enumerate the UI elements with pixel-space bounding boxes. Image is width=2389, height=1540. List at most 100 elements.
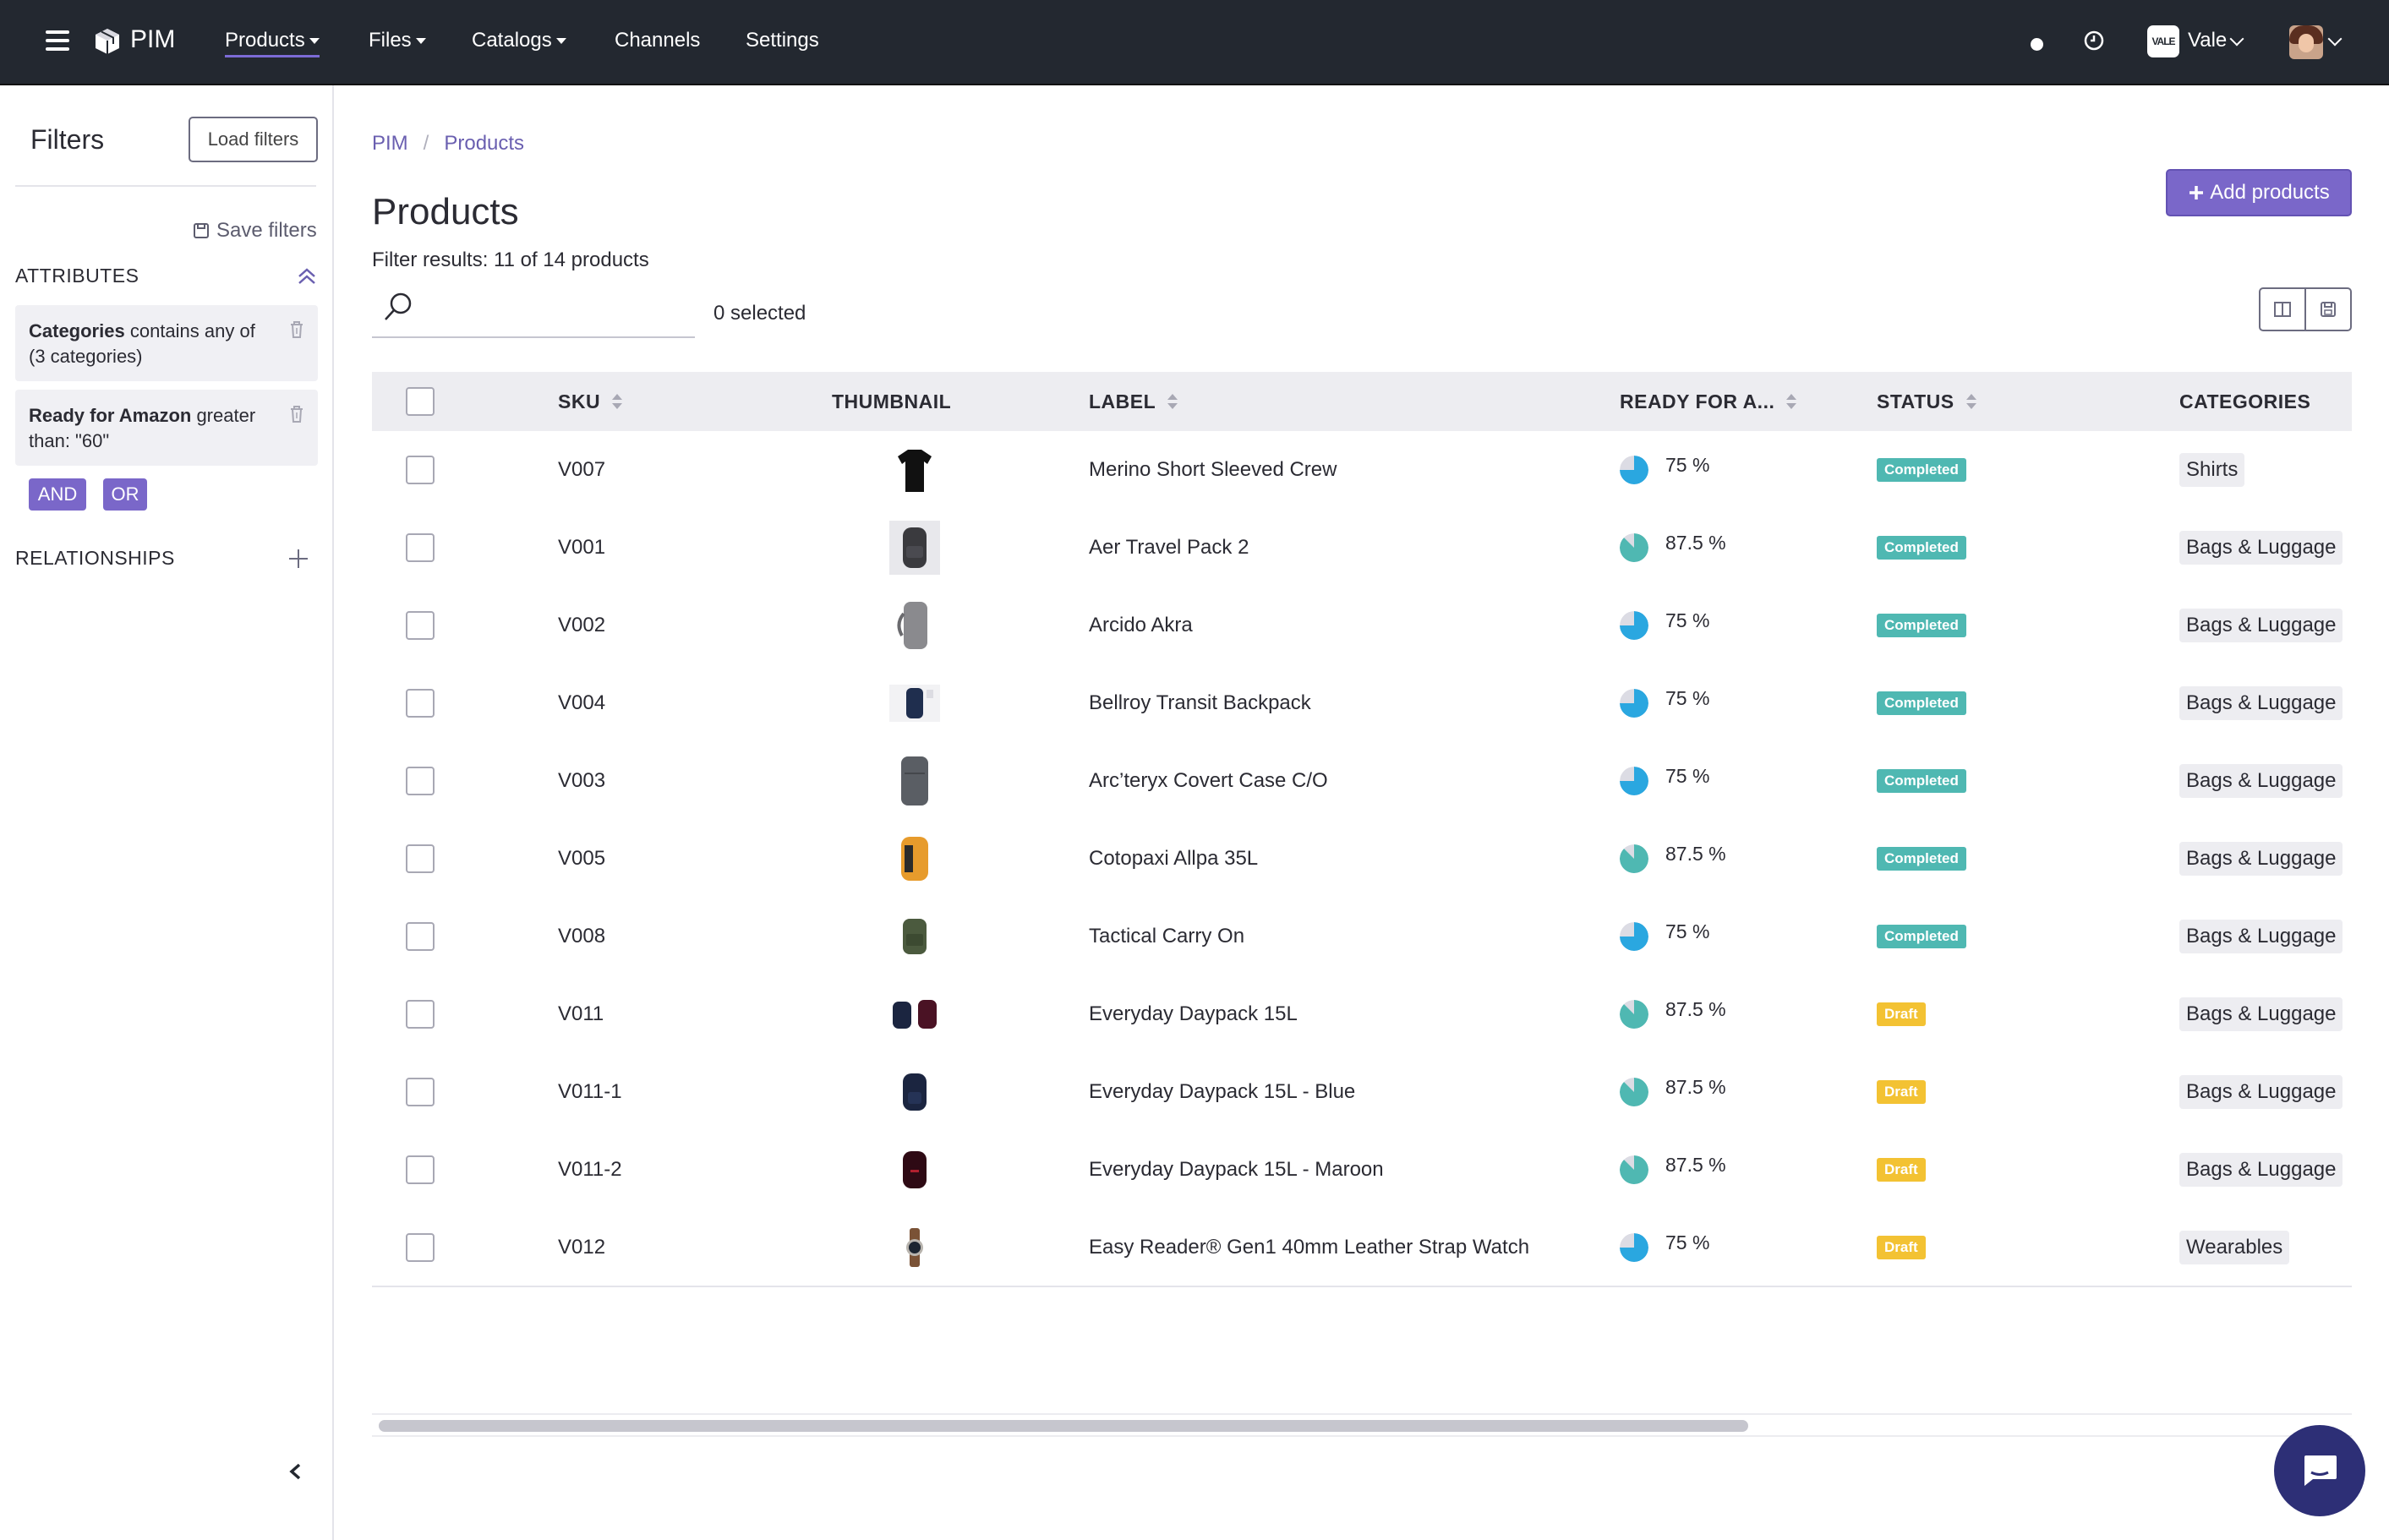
label-cell[interactable]: Everyday Daypack 15L: [1089, 1002, 1298, 1025]
product-thumbnail[interactable]: [889, 443, 940, 497]
row-checkbox[interactable]: [406, 456, 435, 484]
table-row[interactable]: V001 Aer Travel Pack 2 87.5 % Completed Bags…: [372, 509, 2352, 587]
product-thumbnail[interactable]: [889, 832, 940, 886]
category-tag[interactable]: Bags & Luggage: [2179, 920, 2343, 953]
nav-products[interactable]: Products: [225, 29, 320, 57]
nav-catalogs[interactable]: Catalogs: [472, 29, 566, 52]
sku-cell[interactable]: V003: [558, 769, 606, 792]
category-tag[interactable]: Bags & Luggage: [2179, 609, 2343, 642]
scrollbar-thumb[interactable]: [379, 1420, 1748, 1432]
sort-icon[interactable]: [1965, 393, 1976, 410]
load-filters-button[interactable]: Load filters: [189, 117, 318, 162]
double-chevron-up-icon[interactable]: [296, 265, 318, 287]
menu-icon[interactable]: [46, 30, 69, 51]
table-row[interactable]: V002 Arcido Akra 75 % Completed Bags & Lugga…: [372, 587, 2352, 664]
thumbnail-cell[interactable]: [889, 587, 940, 664]
horizontal-scrollbar[interactable]: [372, 1413, 2352, 1437]
table-row[interactable]: V011-2 Everyday Daypack 15L - Maroon 87.5 …: [372, 1131, 2352, 1209]
product-thumbnail[interactable]: [889, 1221, 940, 1275]
table-row[interactable]: V007 Merino Short Sleeved Crew 75 % Complet…: [372, 431, 2352, 509]
product-thumbnail[interactable]: [889, 676, 940, 730]
thumbnail-cell[interactable]: [889, 431, 940, 509]
nav-files[interactable]: Files: [369, 29, 426, 52]
category-tag[interactable]: Bags & Luggage: [2179, 997, 2343, 1031]
sort-icon[interactable]: [1786, 393, 1797, 410]
category-tag[interactable]: Bags & Luggage: [2179, 1153, 2343, 1187]
app-name[interactable]: PIM: [130, 25, 176, 53]
row-checkbox[interactable]: [406, 767, 435, 795]
plus-icon[interactable]: [287, 548, 309, 570]
filter-categories[interactable]: Categories contains any of (3 categories…: [15, 305, 318, 381]
category-tag[interactable]: Bags & Luggage: [2179, 1075, 2343, 1109]
sku-cell[interactable]: V011-1: [558, 1080, 622, 1103]
product-thumbnail[interactable]: [889, 598, 940, 653]
search-input[interactable]: [372, 287, 695, 338]
label-cell[interactable]: Bellroy Transit Backpack: [1089, 691, 1311, 714]
label-cell[interactable]: Easy Reader® Gen1 40mm Leather Strap Wat…: [1089, 1236, 1530, 1259]
thumbnail-cell[interactable]: [889, 898, 940, 975]
product-thumbnail[interactable]: [889, 1143, 940, 1197]
product-thumbnail[interactable]: [889, 754, 940, 808]
category-tag[interactable]: Shirts: [2179, 453, 2245, 487]
save-view-button[interactable]: [2306, 289, 2350, 330]
chevron-down-icon[interactable]: [2229, 31, 2244, 46]
sort-icon[interactable]: [1167, 393, 1178, 410]
product-thumbnail[interactable]: [889, 1065, 940, 1119]
label-cell[interactable]: Arc’teryx Covert Case C/O: [1089, 769, 1328, 792]
product-thumbnail[interactable]: [889, 909, 940, 964]
row-checkbox[interactable]: [406, 689, 435, 718]
thumbnail-cell[interactable]: [889, 1209, 940, 1286]
sku-cell[interactable]: V011-2: [558, 1158, 622, 1181]
row-checkbox[interactable]: [406, 1078, 435, 1106]
row-checkbox[interactable]: [406, 1155, 435, 1184]
product-thumbnail[interactable]: [889, 987, 940, 1041]
table-row[interactable]: V008 Tactical Carry On 75 % Completed Bags &…: [372, 898, 2352, 975]
label-cell[interactable]: Merino Short Sleeved Crew: [1089, 458, 1337, 481]
label-cell[interactable]: Aer Travel Pack 2: [1089, 536, 1249, 559]
sku-cell[interactable]: V001: [558, 536, 606, 559]
sku-cell[interactable]: V007: [558, 458, 606, 481]
row-checkbox[interactable]: [406, 1233, 435, 1262]
status-dot-icon[interactable]: [2031, 38, 2043, 51]
clock-icon[interactable]: [2084, 30, 2104, 51]
trash-icon[interactable]: [289, 320, 304, 339]
trash-icon[interactable]: [289, 405, 304, 423]
save-filters-button[interactable]: Save filters: [193, 219, 317, 243]
column-header-label[interactable]: LABEL: [1089, 372, 1178, 431]
row-checkbox[interactable]: [406, 844, 435, 873]
row-checkbox[interactable]: [406, 611, 435, 640]
org-logo[interactable]: VALE: [2147, 25, 2179, 57]
org-switcher[interactable]: Vale: [2188, 29, 2228, 52]
thumbnail-cell[interactable]: [889, 975, 940, 1053]
column-header-status[interactable]: STATUS: [1877, 372, 1976, 431]
thumbnail-cell[interactable]: [889, 664, 940, 742]
column-header-sku[interactable]: SKU: [558, 372, 623, 431]
row-checkbox[interactable]: [406, 922, 435, 951]
sku-cell[interactable]: V005: [558, 847, 606, 870]
label-cell[interactable]: Cotopaxi Allpa 35L: [1089, 847, 1259, 870]
breadcrumb-pim[interactable]: PIM: [372, 132, 408, 155]
category-tag[interactable]: Wearables: [2179, 1231, 2290, 1264]
category-tag[interactable]: Bags & Luggage: [2179, 764, 2343, 798]
and-button[interactable]: AND: [29, 478, 86, 511]
avatar[interactable]: [2289, 25, 2323, 59]
table-row[interactable]: V012 Easy Reader® Gen1 40mm Leather Strap…: [372, 1209, 2352, 1286]
thumbnail-cell[interactable]: [889, 509, 940, 587]
add-products-button[interactable]: Add products: [2166, 169, 2352, 216]
table-row[interactable]: V005 Cotopaxi Allpa 35L 87.5 % Completed Bag…: [372, 820, 2352, 898]
label-cell[interactable]: Arcido Akra: [1089, 614, 1193, 636]
thumbnail-cell[interactable]: [889, 1131, 940, 1209]
thumbnail-cell[interactable]: [889, 1053, 940, 1131]
sku-cell[interactable]: V002: [558, 614, 606, 636]
table-row[interactable]: V011-1 Everyday Daypack 15L - Blue 87.5 % D…: [372, 1053, 2352, 1131]
thumbnail-cell[interactable]: [889, 820, 940, 898]
sku-cell[interactable]: V008: [558, 925, 606, 947]
category-tag[interactable]: Bags & Luggage: [2179, 686, 2343, 720]
label-cell[interactable]: Everyday Daypack 15L - Blue: [1089, 1080, 1356, 1103]
columns-view-button[interactable]: [2261, 289, 2306, 330]
table-row[interactable]: V004 Bellroy Transit Backpack 75 % Complete…: [372, 664, 2352, 742]
nav-channels[interactable]: Channels: [615, 29, 701, 52]
sku-cell[interactable]: V012: [558, 1236, 606, 1259]
category-tag[interactable]: Bags & Luggage: [2179, 842, 2343, 876]
row-checkbox[interactable]: [406, 1000, 435, 1029]
